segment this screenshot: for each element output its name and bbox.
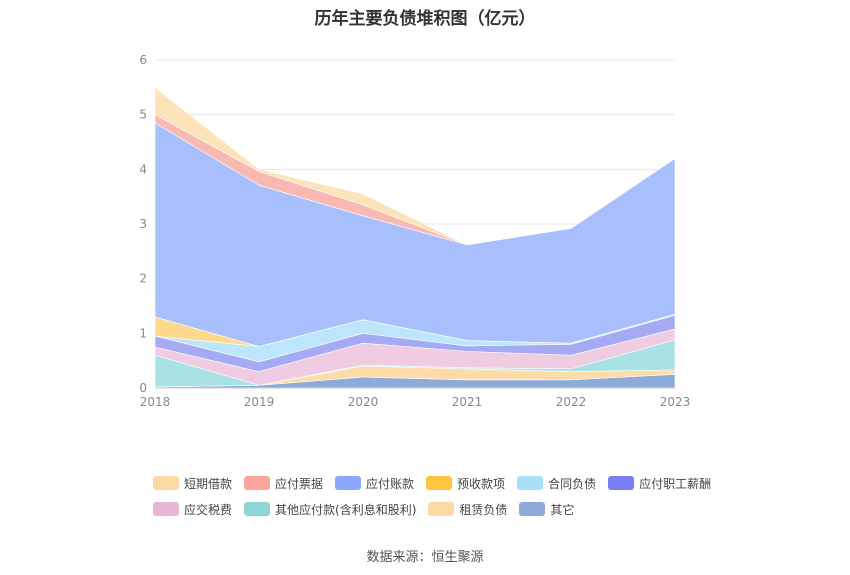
x-tick-label: 2023	[660, 395, 691, 409]
legend-label: 租赁负债	[459, 502, 508, 517]
legend-label: 其它	[550, 502, 575, 517]
y-tick-label: 6	[139, 53, 147, 67]
legend-label: 合同负债	[548, 476, 597, 491]
y-tick-label: 1	[139, 326, 147, 340]
legend-label: 其他应付款(含利息和股利)	[275, 502, 417, 517]
legend-row: 应交税费 其他应付款(含利息和股利) 租赁负债 其它	[153, 496, 753, 522]
y-tick-label: 2	[139, 272, 147, 286]
legend-item[interactable]: 应付职工薪酬	[608, 475, 711, 492]
x-axis-ticks: 2018 2019 2020 2021 2022 2023	[140, 395, 691, 409]
legend-swatch	[153, 476, 179, 490]
legend-swatch	[519, 502, 546, 516]
y-tick-label: 0	[139, 381, 147, 395]
x-tick-label: 2020	[348, 395, 379, 409]
legend-item[interactable]: 其他应付款(含利息和股利)	[244, 501, 416, 518]
legend-label: 应付票据	[275, 476, 324, 491]
stacked-area-chart: 0 1 2 3 4 5 6 2018 2019 2020 2021 2022 2023	[139, 53, 691, 409]
x-tick-label: 2022	[556, 395, 587, 409]
legend-item[interactable]: 应付账款	[335, 475, 414, 492]
legend-label: 应付职工薪酬	[639, 476, 712, 491]
legend-label: 应交税费	[184, 502, 233, 517]
source-note: 数据来源：恒生聚源	[366, 550, 484, 565]
legend-item[interactable]: 应付票据	[244, 475, 323, 492]
chart-title: 历年主要负债堆积图（亿元）	[314, 9, 536, 29]
area-series-group	[154, 86, 676, 389]
legend-item[interactable]: 应交税费	[153, 501, 232, 518]
legend-swatch	[517, 476, 544, 490]
legend-swatch	[428, 502, 455, 516]
y-tick-label: 5	[139, 108, 147, 122]
legend-item[interactable]: 其它	[519, 501, 574, 518]
area-series	[154, 86, 676, 246]
legend-swatch	[426, 476, 453, 490]
x-tick-label: 2018	[140, 395, 171, 409]
legend-swatch	[244, 502, 271, 516]
legend-swatch	[153, 502, 179, 516]
legend-item[interactable]: 短期借款	[153, 475, 232, 492]
legend-label: 应付账款	[366, 476, 415, 491]
legend-item[interactable]: 预收款项	[426, 475, 505, 492]
legend-row: 短期借款 应付票据 应付账款 预收款项 合同负债 应付职工薪酬	[153, 470, 753, 496]
legend-label: 短期借款	[184, 476, 233, 491]
legend-label: 预收款项	[457, 476, 506, 491]
y-tick-label: 4	[139, 162, 147, 176]
legend-item[interactable]: 合同负债	[517, 475, 596, 492]
x-tick-label: 2021	[452, 395, 483, 409]
legend-swatch	[335, 476, 362, 490]
y-axis-ticks: 0 1 2 3 4 5 6	[139, 53, 147, 395]
x-tick-label: 2019	[244, 395, 275, 409]
legend-item[interactable]: 租赁负债	[428, 501, 507, 518]
legend-swatch	[608, 476, 635, 490]
y-tick-label: 3	[139, 217, 147, 231]
legend-swatch	[244, 476, 271, 490]
legend: 短期借款 应付票据 应付账款 预收款项 合同负债 应付职工薪酬 应交税费 其他应付款(含利息…	[153, 470, 753, 522]
